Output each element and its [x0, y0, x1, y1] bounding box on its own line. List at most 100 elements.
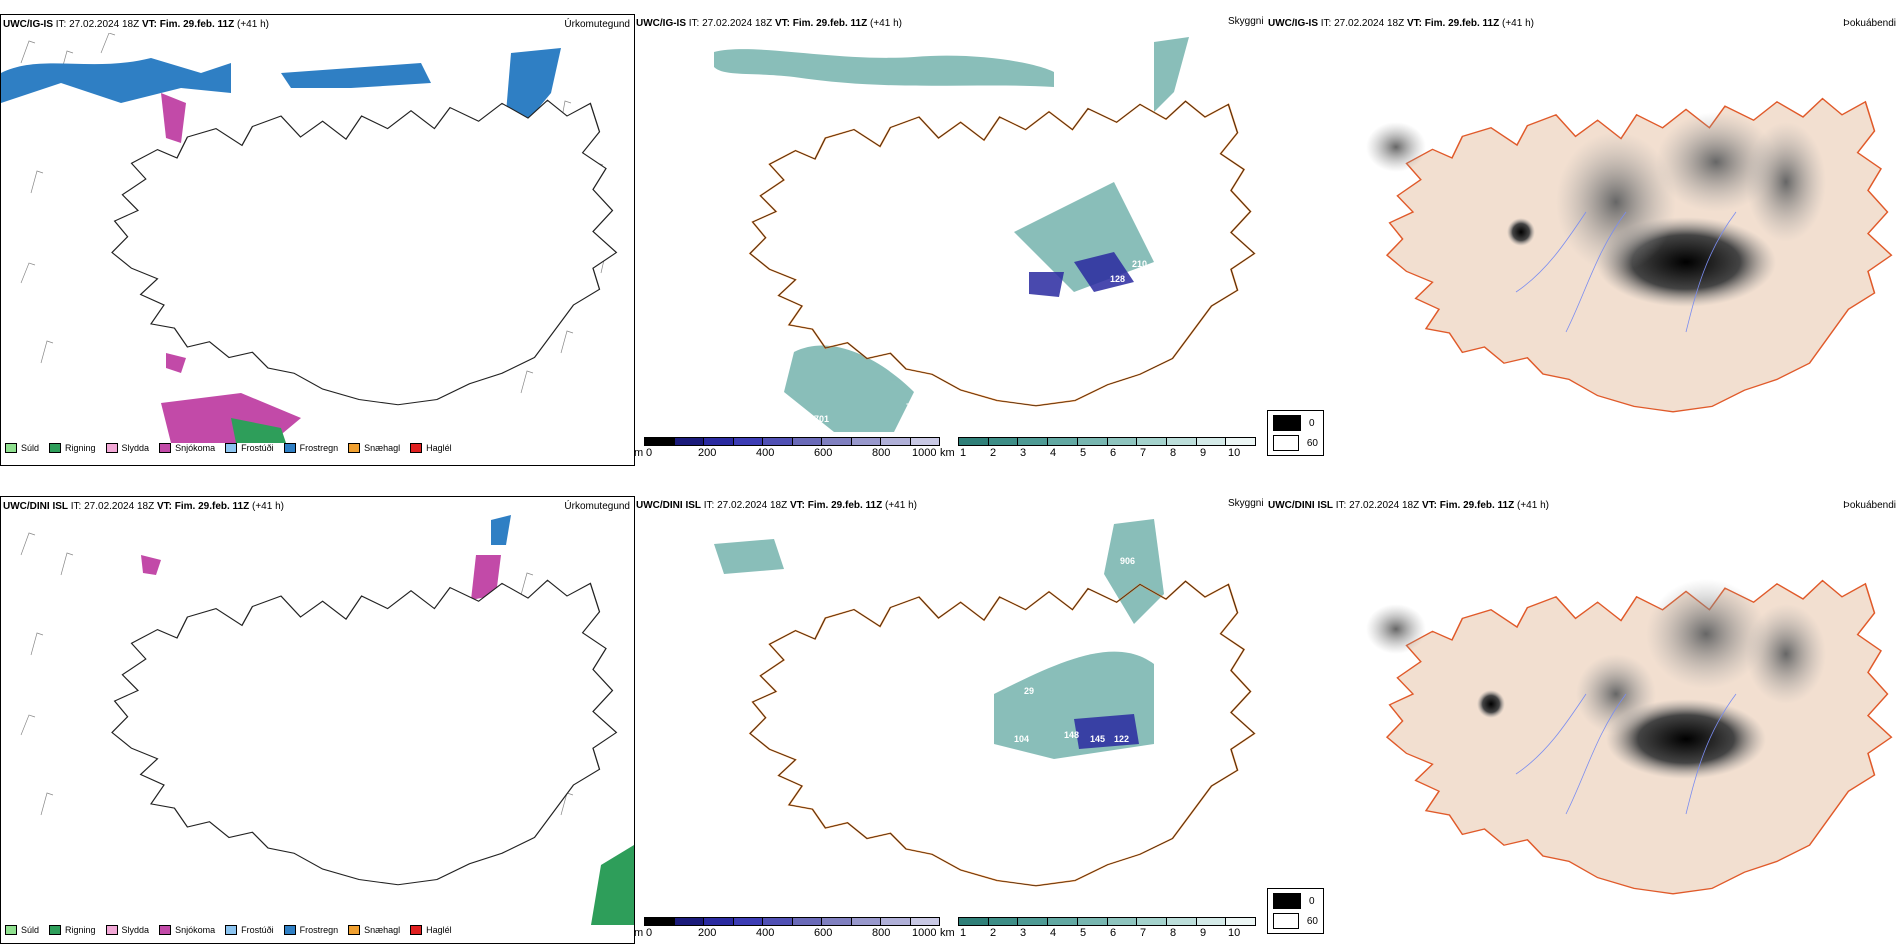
visibility-field — [714, 37, 1189, 432]
ceiling-tick: 800 — [872, 447, 891, 459]
legend-item: Snjókoma — [159, 443, 215, 453]
ceiling-label: 161 — [1136, 219, 1151, 229]
ptype-title-top: Úrkomutegund — [564, 19, 630, 30]
ceiling-values: 906 185 173 145 122 104 148 20 29 47 53 — [834, 556, 1163, 744]
ceiling-tick: 800 — [872, 927, 891, 939]
fog-map-bottom — [1366, 579, 1893, 895]
legend-swatch — [283, 925, 296, 935]
rivers — [1515, 211, 1737, 333]
vis-tick: 1 — [960, 447, 967, 459]
ceiling-label: 122 — [1114, 734, 1129, 744]
ceiling-tick: 400 — [756, 447, 775, 459]
fog-swatch — [1273, 893, 1301, 909]
ptype-header-top: UWC/IG-IS IT: 27.02.2024 18Z VT: Fim. 29… — [3, 19, 269, 30]
ceiling-label: 701 — [814, 414, 829, 424]
fog-legend-bottom: 0 60 — [1267, 888, 1324, 934]
legend-swatch — [348, 925, 361, 935]
fog-header-bottom: UWC/DINI ISL IT: 27.02.2024 18Z VT: Fim.… — [1268, 500, 1549, 511]
fog-title-top: Þokuábendi — [1843, 18, 1896, 29]
ceiling-label: 357 — [1146, 142, 1161, 152]
vis-title-top: Skyggni — [1228, 16, 1264, 27]
fog-title-bottom: Þokuábendi — [1843, 500, 1896, 511]
legend-item: Slydda — [105, 443, 149, 453]
ptype-fields — [1, 48, 561, 443]
ptype-legend-bottom: Súld Rigning Slydda Snjókoma Frostúði Fr… — [5, 925, 462, 935]
ptype-header-bottom: UWC/DINI ISL IT: 27.02.2024 18Z VT: Fim.… — [3, 501, 284, 512]
vis-unit: km — [940, 927, 955, 939]
ceiling-label: 104 — [1014, 734, 1029, 744]
vis-header-top: UWC/IG-IS IT: 27.02.2024 18Z VT: Fim. 29… — [636, 18, 902, 29]
legend-item: Frostúði — [225, 925, 274, 935]
vis-tick: 10 — [1228, 927, 1241, 939]
legend-swatch — [105, 443, 118, 453]
ceiling-label: 173 — [1124, 641, 1139, 651]
vis-tick: 7 — [1140, 927, 1147, 939]
ceiling-label: 210 — [1132, 259, 1147, 269]
ceiling-label: 702 — [906, 402, 921, 412]
legend-swatch — [410, 925, 423, 935]
vis-map-bottom: 906 185 173 145 122 104 148 20 29 47 53 — [714, 519, 1256, 887]
ceiling-tick: 1000 — [912, 447, 937, 459]
vis-header-bottom: UWC/DINI ISL IT: 27.02.2024 18Z VT: Fim.… — [636, 500, 917, 511]
ceiling-colorbar-top — [644, 437, 940, 446]
fog-legend-item: 60 — [1273, 435, 1318, 451]
vis-tick: 8 — [1170, 447, 1177, 459]
legend-item: Frostregn — [283, 925, 338, 935]
ceiling-label: 20 — [946, 716, 956, 726]
fog-legend-item: 60 — [1273, 913, 1318, 929]
legend-swatch — [49, 443, 62, 453]
ptype-panel-top: UWC/IG-IS IT: 27.02.2024 18Z VT: Fim. 29… — [0, 14, 635, 466]
vis-map-top: 357 355 223 128 210 702 701 161 22 — [714, 37, 1256, 432]
legend-item: Frostregn — [283, 443, 338, 453]
legend-swatch — [49, 925, 62, 935]
vis-panel-bottom: UWC/DINI ISL IT: 27.02.2024 18Z VT: Fim.… — [634, 496, 1266, 948]
ceiling-tick: 200 — [698, 927, 717, 939]
vis-tick: 5 — [1080, 927, 1087, 939]
ceiling-unit: m — [634, 447, 644, 459]
ceiling-field — [1074, 714, 1139, 749]
ceiling-tick: 400 — [756, 927, 775, 939]
vis-tick: 1 — [960, 927, 967, 939]
legend-swatch — [5, 443, 17, 453]
fog-swatch — [1273, 913, 1299, 929]
fog-legend-top: 0 60 — [1267, 410, 1324, 456]
ceiling-label: 148 — [1064, 730, 1079, 740]
fog-legend-item: 0 — [1273, 893, 1318, 909]
ceiling-tick: 0 — [646, 927, 653, 939]
ceiling-tick: 600 — [814, 447, 833, 459]
ceiling-unit: m — [634, 927, 644, 939]
ceiling-label: 355 — [1118, 174, 1133, 184]
vis-tick: 6 — [1110, 447, 1117, 459]
vis-unit: km — [940, 447, 955, 459]
legend-swatch — [410, 443, 423, 453]
fog-field — [1366, 112, 1826, 307]
fog-map-top — [1366, 97, 1893, 413]
legend-item: Frostúði — [225, 443, 274, 453]
vis-tick: 5 — [1080, 447, 1087, 459]
fog-panel-bottom: UWC/DINI ISL IT: 27.02.2024 18Z VT: Fim.… — [1266, 496, 1900, 948]
ceiling-label: 22 — [1149, 234, 1159, 244]
ceiling-label: 128 — [1110, 274, 1125, 284]
ceiling-label: 185 — [1148, 611, 1163, 621]
ceiling-tick: 200 — [698, 447, 717, 459]
vis-tick: 2 — [990, 447, 997, 459]
fog-legend-item: 0 — [1273, 415, 1318, 431]
rivers — [1515, 693, 1737, 815]
legend-item: Snæhagl — [348, 443, 400, 453]
vis-tick: 10 — [1228, 447, 1241, 459]
legend-swatch — [225, 925, 238, 935]
legend-item: Snæhagl — [348, 925, 400, 935]
vis-tick: 7 — [1140, 447, 1147, 459]
fog-swatch — [1273, 415, 1301, 431]
legend-swatch — [348, 443, 361, 453]
vis-tick: 4 — [1050, 927, 1057, 939]
fog-field — [1366, 579, 1826, 779]
ptype-map-top — [1, 33, 618, 443]
vis-tick: 3 — [1020, 447, 1027, 459]
vis-tick: 3 — [1020, 927, 1027, 939]
vis-tick: 9 — [1200, 447, 1207, 459]
ceiling-tick: 0 — [646, 447, 653, 459]
legend-swatch — [159, 925, 172, 935]
fog-header-top: UWC/IG-IS IT: 27.02.2024 18Z VT: Fim. 29… — [1268, 18, 1534, 29]
legend-item: Rigning — [49, 925, 96, 935]
